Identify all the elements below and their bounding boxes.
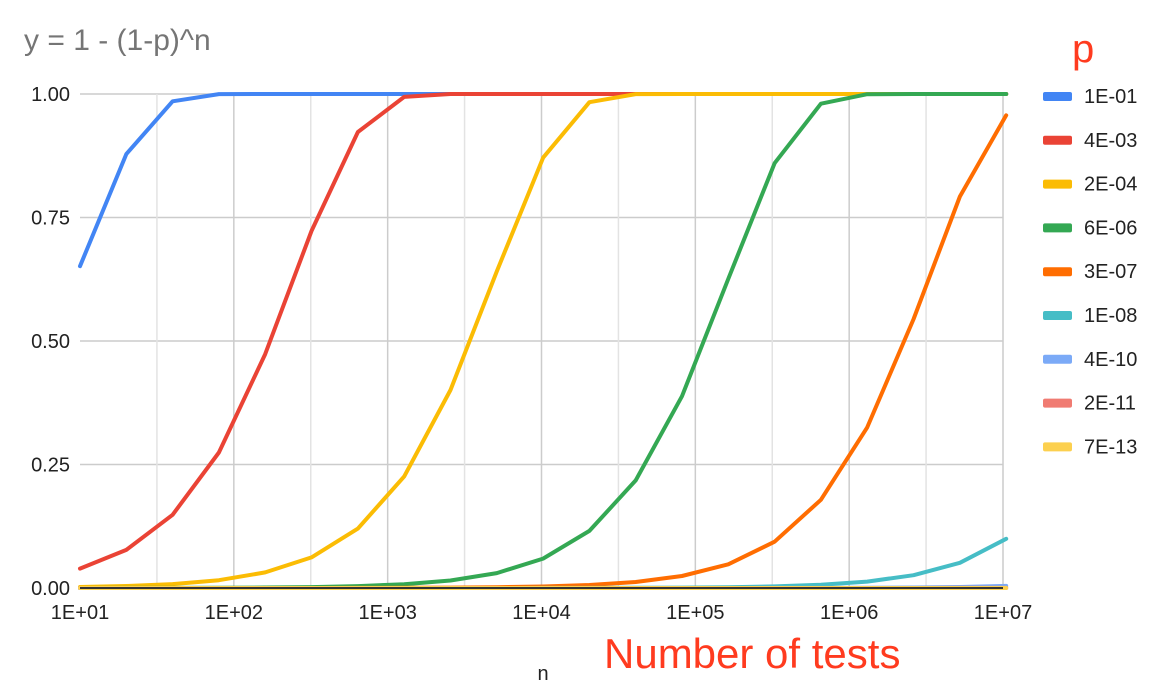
x-tick-label: 1E+02 (205, 602, 263, 624)
legend-swatch (1043, 223, 1072, 232)
legend-swatch (1043, 442, 1072, 451)
y-tick-label: 0.00 (31, 578, 70, 600)
legend-label[interactable]: 1E-08 (1084, 305, 1137, 327)
legend-label[interactable]: 4E-10 (1084, 349, 1137, 371)
legend-label[interactable]: 3E-07 (1084, 261, 1137, 283)
legend-label[interactable]: 6E-06 (1084, 217, 1137, 239)
y-tick-label: 0.50 (31, 331, 70, 353)
series-line-3E-07 (80, 115, 1006, 588)
legend-label[interactable]: 1E-01 (1084, 86, 1137, 108)
legend-label[interactable]: 2E-04 (1084, 174, 1137, 196)
series-line-4E-03 (80, 94, 1006, 569)
x-axis-label: n (537, 663, 548, 685)
legend-swatch (1043, 399, 1072, 408)
legend-swatch (1043, 267, 1072, 276)
legend-swatch (1043, 180, 1072, 189)
gridlines (80, 94, 1003, 588)
legend-label[interactable]: 2E-11 (1084, 393, 1136, 415)
y-tick-label: 0.25 (31, 455, 70, 477)
legend[interactable]: 1E-01 4E-03 2E-04 6E-06 3E-07 1E-08 4E-10 2E-11… (1043, 86, 1137, 458)
legend-label[interactable]: 7E-13 (1084, 436, 1137, 458)
x-tick-label: 1E+06 (820, 602, 878, 624)
x-tick-label: 1E+07 (974, 602, 1032, 624)
series-line-1E-01 (80, 94, 1006, 266)
legend-swatch (1043, 355, 1072, 364)
y-tick-label: 1.00 (31, 84, 70, 106)
x-tick-label: 1E+05 (666, 602, 724, 624)
legend-label[interactable]: 4E-03 (1084, 130, 1137, 152)
chart-title: y = 1 - (1-p)^n (24, 24, 211, 57)
x-annotation: Number of tests (604, 630, 900, 677)
x-tick-label: 1E+04 (512, 602, 570, 624)
legend-swatch (1043, 92, 1072, 101)
x-tick-label: 1E+01 (51, 602, 109, 624)
axes: 0.00 0.25 0.50 0.75 1.00 1E+01 1E+02 1E+03 1E+04… (31, 84, 1032, 624)
legend-swatch (1043, 311, 1072, 320)
y-tick-label: 0.75 (31, 208, 70, 230)
x-tick-label: 1E+03 (358, 602, 416, 624)
legend-title: p (1072, 27, 1094, 71)
legend-swatch (1043, 136, 1072, 145)
